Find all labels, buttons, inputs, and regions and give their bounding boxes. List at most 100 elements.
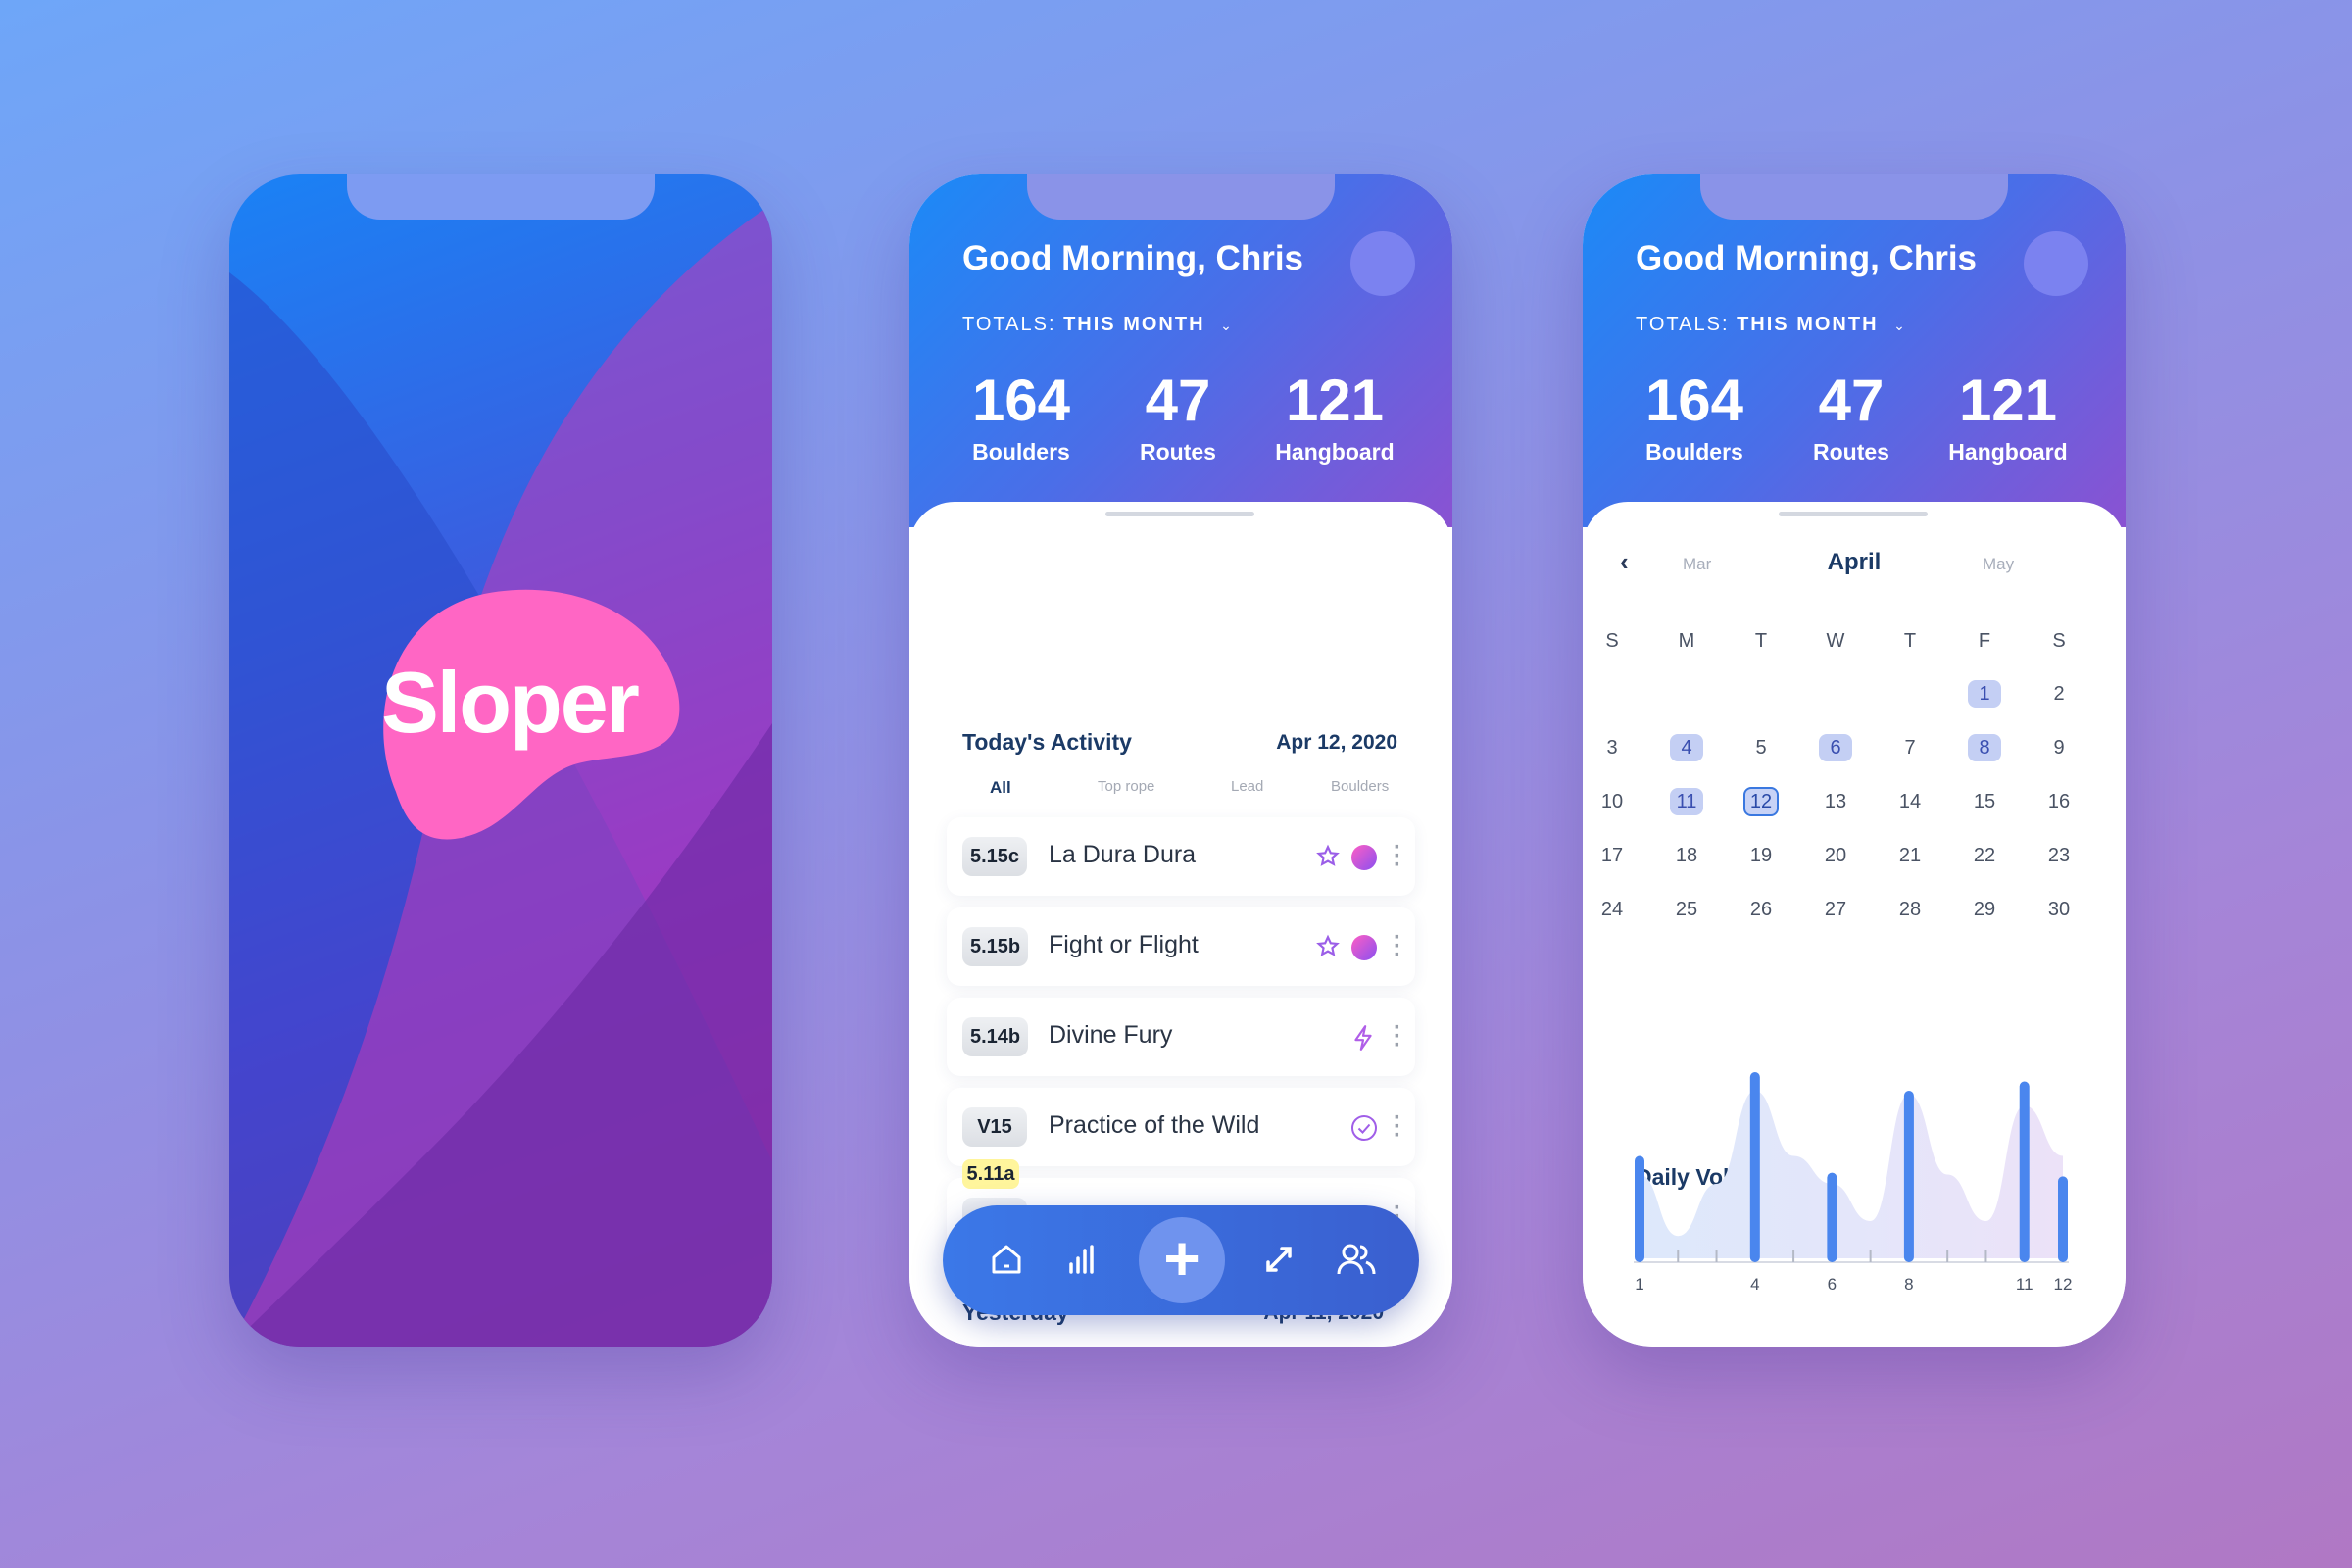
volume-bar[interactable] (1635, 1155, 1644, 1263)
calendar-day[interactable]: 13 (1824, 791, 1847, 812)
stat-label: Routes (1140, 439, 1216, 465)
x-tick-label: 1 (1635, 1275, 1643, 1294)
x-tick-label: 12 (2054, 1275, 2073, 1294)
header: Good Morning, Chris TOTALS: THIS MONTH ⌄… (1583, 174, 2126, 527)
filter-tab-boulders[interactable]: Boulders (1331, 778, 1390, 795)
weekday-label: W (1826, 630, 1845, 652)
activity-item[interactable]: 5.14b Divine Fury · · · (947, 998, 1415, 1076)
prev-month[interactable]: Mar (1683, 555, 1712, 573)
more-menu-icon[interactable]: ··· (1394, 1104, 1401, 1149)
calendar-day[interactable]: 30 (2047, 899, 2071, 920)
activity-item[interactable]: V15 Practice of the Wild · · · (947, 1088, 1415, 1166)
calendar-day[interactable]: 9 (2053, 737, 2065, 759)
calendar-day[interactable]: 5 (1755, 737, 1767, 759)
filter-tab-top-rope[interactable]: Top rope (1098, 778, 1155, 795)
grade-badge: V15 (962, 1107, 1027, 1147)
star-icon[interactable] (1315, 934, 1341, 959)
totals-period-selector[interactable]: TOTALS: THIS MONTH ⌄ (1636, 314, 1907, 336)
calendar-day[interactable]: 8 (1947, 728, 2022, 767)
current-month: April (1827, 549, 1882, 575)
more-menu-icon[interactable]: ··· (1394, 1014, 1401, 1058)
x-tick-label: 4 (1750, 1275, 1759, 1294)
weekday-label: T (1754, 630, 1768, 652)
totals-period: THIS MONTH (1063, 314, 1205, 335)
calendar-day[interactable]: 27 (1824, 899, 1847, 920)
calendar-day[interactable]: 17 (1600, 845, 1624, 866)
stat-hangboard: 121 Hangboard (1256, 367, 1413, 466)
sheet-grabber[interactable] (1105, 512, 1254, 516)
weekday-label: T (1903, 630, 1917, 652)
daily-volume-chart: 1 4 6 8 11 12 (1634, 1072, 2073, 1294)
x-tick-label: 8 (1904, 1275, 1913, 1294)
stats-icon[interactable] (1064, 1241, 1102, 1278)
calendar-day[interactable]: 29 (1973, 899, 1996, 920)
activity-item[interactable]: 5.15c La Dura Dura · · · (947, 817, 1415, 896)
volume-bar[interactable] (2019, 1081, 2030, 1263)
header: Good Morning, Chris TOTALS: THIS MONTH ⌄… (909, 174, 1452, 527)
check-circle-icon (1351, 1115, 1377, 1141)
splash-screen: Sloper (229, 174, 772, 1347)
home-icon[interactable] (988, 1241, 1025, 1278)
grade-badge: 5.15c (962, 837, 1028, 876)
volume-area (1640, 1091, 2063, 1258)
calendar-day[interactable]: 15 (1973, 791, 1996, 812)
calendar-day[interactable]: 24 (1600, 899, 1624, 920)
volume-bar[interactable] (1827, 1172, 1838, 1262)
calendar-day[interactable]: 10 (1600, 791, 1624, 812)
calendar-day[interactable]: 7 (1904, 737, 1916, 759)
volume-bar[interactable] (2058, 1176, 2068, 1262)
calendar-day[interactable]: 6 (1798, 728, 1873, 767)
stat-value: 164 (1644, 368, 1744, 433)
calendar-day[interactable]: 11 (1649, 782, 1724, 821)
avatar[interactable] (2024, 231, 2088, 296)
volume-bar[interactable] (1903, 1091, 1914, 1262)
calendar-day[interactable]: 19 (1749, 845, 1773, 866)
calendar-day[interactable]: 26 (1749, 899, 1773, 920)
x-tick-label: 11 (2016, 1275, 2034, 1294)
stat-routes: 47 Routes (1100, 367, 1256, 466)
calendar-day[interactable]: 20 (1824, 845, 1847, 866)
avatar[interactable] (1350, 231, 1415, 296)
calendar-day[interactable]: 21 (1898, 845, 1922, 866)
calendar-day[interactable]: 18 (1675, 845, 1698, 866)
logo-blob (383, 589, 680, 840)
calendar-day[interactable]: 16 (2047, 791, 2071, 812)
totals-label: TOTALS: (1636, 314, 1730, 335)
stat-boulders: 164 Boulders (943, 367, 1100, 466)
calendar-day[interactable]: 1 (1947, 674, 2022, 713)
phone-notch (347, 174, 655, 220)
totals-label: TOTALS: (962, 314, 1056, 335)
star-icon[interactable] (1315, 844, 1341, 869)
calendar-day[interactable]: 25 (1675, 899, 1698, 920)
calendar-day[interactable]: 12 (1724, 782, 1798, 821)
filter-tab-all[interactable]: All (990, 778, 1011, 797)
calendar-day[interactable]: 22 (1973, 845, 1996, 866)
calendar-day[interactable]: 23 (2047, 845, 2071, 866)
calendar-day[interactable]: 28 (1898, 899, 1922, 920)
bottom-nav: + (943, 1205, 1419, 1315)
volume-bar[interactable] (1749, 1072, 1760, 1262)
weekday-label: S (2052, 630, 2066, 652)
stat-value: 121 (1958, 368, 2058, 433)
app-logo-text: Sloper (381, 654, 640, 751)
stat-label: Boulders (1645, 439, 1743, 465)
filter-tab-lead[interactable]: Lead (1231, 778, 1264, 795)
stat-label: Hangboard (1948, 439, 2068, 465)
chevron-left-icon[interactable]: ‹ (1620, 547, 1629, 576)
expand-icon[interactable] (1260, 1241, 1298, 1278)
route-name: La Dura Dura (1049, 841, 1197, 868)
add-button[interactable]: + (1139, 1217, 1225, 1303)
calendar-day[interactable]: 4 (1649, 728, 1724, 767)
totals-period-selector[interactable]: TOTALS: THIS MONTH ⌄ (962, 314, 1234, 336)
stat-value: 47 (1818, 368, 1885, 433)
more-menu-icon[interactable]: ··· (1394, 834, 1401, 878)
calendar-day[interactable]: 14 (1898, 791, 1922, 812)
calendar-day[interactable]: 2 (2053, 683, 2065, 705)
activity-item[interactable]: 5.15b Fight or Flight · · · (947, 907, 1415, 986)
sheet-grabber[interactable] (1779, 512, 1928, 516)
more-menu-icon[interactable]: ··· (1394, 924, 1401, 968)
calendar-day[interactable]: 3 (1606, 737, 1618, 759)
friends-icon[interactable] (1335, 1241, 1378, 1278)
next-month[interactable]: May (1983, 555, 2015, 573)
route-name: Divine Fury (1049, 1021, 1173, 1049)
